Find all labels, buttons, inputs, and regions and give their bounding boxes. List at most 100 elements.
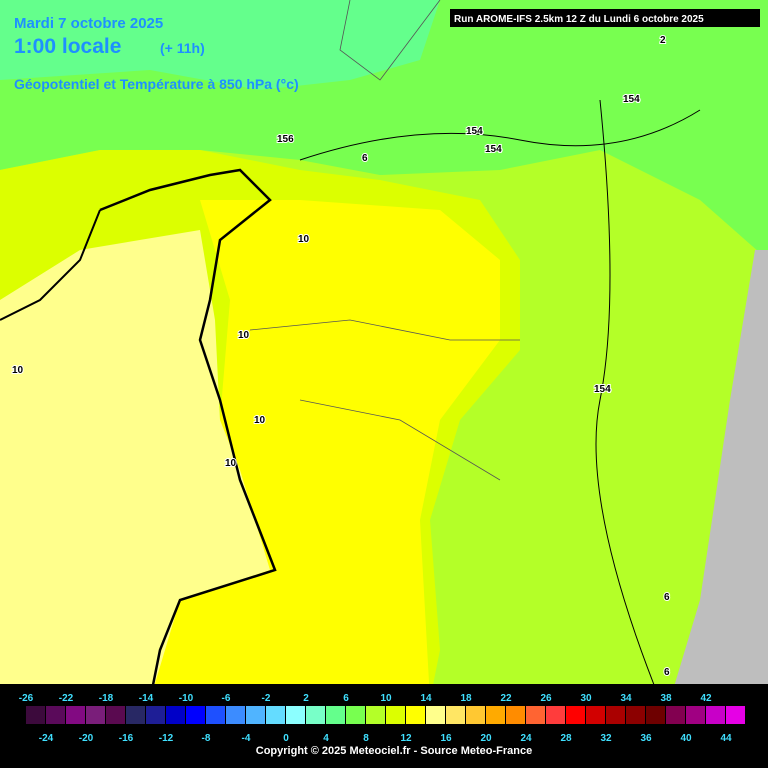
contour-label: 6 [664,667,670,678]
contour-label: 6 [664,592,670,603]
contour-label: 10 [254,415,266,426]
scale-label: 20 [480,733,492,744]
color-swatch [606,706,625,724]
scale-label: 42 [700,693,712,704]
copyright: Copyright © 2025 Meteociel.fr - Source M… [256,745,532,757]
scale-label: 24 [520,733,532,744]
contour-label: 156 [277,134,294,145]
color-swatch [106,706,125,724]
run-label: Run AROME-IFS 2.5km 12 Z du Lundi 6 octo… [454,14,704,25]
color-swatch [306,706,325,724]
color-swatch [626,706,645,724]
color-swatch [326,706,345,724]
scale-label: 12 [400,733,412,744]
color-swatch [166,706,185,724]
scale-label: 16 [440,733,452,744]
color-swatch [546,706,565,724]
color-swatch [666,706,685,724]
scale-label: 40 [680,733,692,744]
color-swatch [506,706,525,724]
border [249,0,520,481]
color-swatch [126,706,145,724]
scale-label: -6 [222,693,231,704]
date: Mardi 7 octobre 2025 [14,15,163,32]
scale-label: 38 [660,693,672,704]
scale-label: -22 [59,693,74,704]
scale-label: -12 [159,733,174,744]
contour-label: 10 [238,330,250,341]
color-swatch [586,706,605,724]
color-swatch [246,706,265,724]
color-swatch [646,706,665,724]
color-swatch [46,706,65,724]
run-box [450,9,760,27]
color-swatch [346,706,365,724]
scale-label: -16 [119,733,134,744]
cool-zone [0,0,440,90]
contour [595,99,661,701]
scale-label: 22 [500,693,512,704]
contour-label: 10 [225,458,237,469]
subtitle: Géopotentiel et Température à 850 hPa (°… [14,76,299,92]
coastline [0,209,101,321]
scale-label: -8 [202,733,211,744]
contour-label: 154 [466,126,483,137]
time: 1:00 locale [14,35,121,58]
color-swatch [66,706,85,724]
color-swatch [86,706,105,724]
scale-label: -18 [99,693,114,704]
colorbar: -26-24-22-20-18-16-14-12-10-8-6-4-202468… [19,693,745,744]
color-swatch [26,706,45,724]
scale-label: 10 [380,693,392,704]
color-swatch [566,706,585,724]
offset: (+ 11h) [160,40,205,56]
color-swatch [206,706,225,724]
scale-label: 44 [720,733,732,744]
contour-label: 2 [660,35,666,46]
color-swatch [486,706,505,724]
color-swatch [286,706,305,724]
color-swatch [686,706,705,724]
scale-label: 28 [560,733,572,744]
legend-panel [0,684,768,768]
contour [299,109,701,161]
contour-label: 154 [485,144,502,155]
scale-label: -14 [139,693,154,704]
scale-label: -26 [19,693,34,704]
outside-domain [670,250,768,700]
scale-label: 6 [343,693,349,704]
contour-label: 10 [12,365,24,376]
scale-label: 4 [323,733,329,744]
scale-label: 14 [420,693,432,704]
coastline [99,168,277,701]
contour-label: 154 [623,94,640,105]
scale-label: -24 [39,733,54,744]
color-swatch [266,706,285,724]
scale-label: 36 [640,733,652,744]
contour-label: 6 [362,153,368,164]
scale-label: -4 [242,733,251,744]
color-swatch [386,706,405,724]
color-swatch [366,706,385,724]
scale-label: 8 [363,733,369,744]
color-swatch [186,706,205,724]
scale-label: 2 [303,693,309,704]
scale-label: -2 [262,693,271,704]
color-swatch [446,706,465,724]
color-swatch [466,706,485,724]
scale-label: -10 [179,693,194,704]
contour-labels: 2 154 154 154 156 6 10 10 10 10 10 154 6… [11,34,671,679]
scale-label: 0 [283,733,289,744]
color-swatch [146,706,165,724]
color-swatch [426,706,445,724]
scale-label: 32 [600,733,612,744]
color-swatch [726,706,745,724]
contour-label: 154 [594,384,611,395]
scale-label: 30 [580,693,592,704]
color-swatch [706,706,725,724]
scale-label: -20 [79,733,94,744]
scale-label: 34 [620,693,632,704]
contour-label: 10 [298,234,310,245]
scale-label: 26 [540,693,552,704]
